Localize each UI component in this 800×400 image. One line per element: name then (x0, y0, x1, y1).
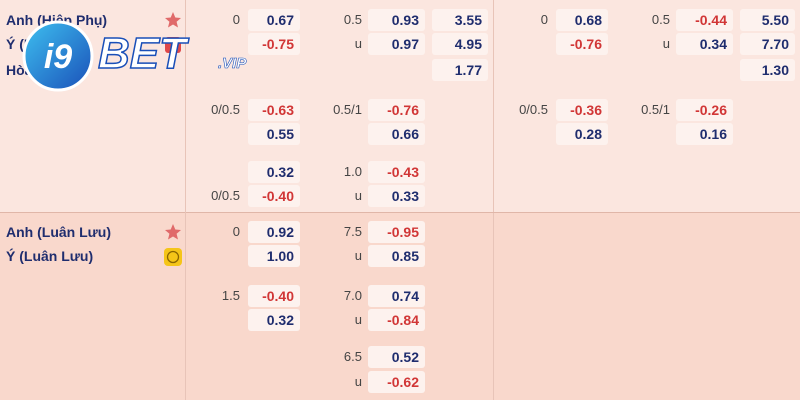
favorite-star[interactable] (164, 223, 182, 241)
odds-button[interactable]: 1.77 (432, 59, 488, 81)
line-label: u (354, 248, 362, 263)
odds-button[interactable]: 1.00 (248, 245, 300, 267)
line-label: 7.0 (343, 288, 362, 303)
odds-button[interactable]: 0.32 (248, 309, 300, 331)
odds-button[interactable]: 0.28 (556, 123, 608, 145)
odds-button[interactable]: 0.67 (248, 9, 300, 31)
odds-button[interactable]: 3.55 (432, 9, 488, 31)
odds-button[interactable]: 0.32 (248, 161, 300, 183)
divider (0, 212, 800, 213)
odds-button[interactable]: -0.76 (368, 99, 425, 121)
line-label: 0 (232, 12, 240, 27)
odds-button[interactable]: 0.92 (248, 221, 300, 243)
logo-suffix: .VIP (218, 55, 247, 72)
odds-button[interactable]: -0.95 (368, 221, 425, 243)
line-label: 0/0.5 (211, 102, 240, 117)
divider (185, 0, 186, 400)
line-label: 0.5/1 (333, 102, 362, 117)
line-label: 0/0.5 (211, 188, 240, 203)
favorite-star[interactable] (164, 11, 182, 29)
odds-button[interactable]: -0.63 (248, 99, 300, 121)
odds-button[interactable]: 1.30 (740, 59, 795, 81)
odds-button[interactable]: -0.26 (676, 99, 733, 121)
line-label: 1.0 (343, 164, 362, 179)
line-label: 0.5/1 (641, 102, 670, 117)
odds-button[interactable]: 0.97 (368, 33, 425, 55)
line-label: 6.5 (343, 349, 362, 364)
odds-button[interactable]: -0.40 (248, 285, 300, 307)
line-label: u (354, 36, 362, 51)
line-label: u (354, 188, 362, 203)
odds-button[interactable]: 0.16 (676, 123, 733, 145)
odds-button[interactable]: -0.75 (248, 33, 300, 55)
logo: i9 BET .VIP (22, 20, 248, 92)
line-label: u (354, 312, 362, 327)
odds-button[interactable]: 7.70 (740, 33, 795, 55)
line-label: 7.5 (343, 224, 362, 239)
team-name: Anh (Luân Lưu) (6, 224, 111, 240)
divider (493, 213, 494, 400)
line-label: 0.5 (651, 12, 670, 27)
odds-button[interactable]: 0.55 (248, 123, 300, 145)
line-label: u (662, 36, 670, 51)
team-name: Ý (Luân Lưu) (6, 248, 94, 264)
coin-icon[interactable] (164, 36, 182, 54)
line-label: 0.5 (343, 12, 362, 27)
odds-button[interactable]: 0.68 (556, 9, 608, 31)
odds-button[interactable]: 4.95 (432, 33, 488, 55)
odds-button[interactable]: -0.84 (368, 309, 425, 331)
odds-button[interactable]: -0.40 (248, 185, 300, 207)
odds-button[interactable]: -0.36 (556, 99, 608, 121)
line-label: 0 (540, 12, 548, 27)
divider (493, 0, 494, 212)
odds-button[interactable]: -0.62 (368, 371, 425, 393)
line-label: 0/0.5 (519, 102, 548, 117)
odds-button[interactable]: 0.74 (368, 285, 425, 307)
team-name: Anh (Hiệp Phụ) (6, 12, 108, 28)
odds-button[interactable]: -0.43 (368, 161, 425, 183)
line-label: u (354, 374, 362, 389)
line-label: 1.5 (221, 288, 240, 303)
odds-button[interactable]: -0.76 (556, 33, 608, 55)
odds-button[interactable]: 5.50 (740, 9, 795, 31)
coin-icon[interactable] (163, 247, 183, 267)
odds-button[interactable]: 0.85 (368, 245, 425, 267)
odds-button[interactable]: 0.52 (368, 346, 425, 368)
odds-button[interactable]: -0.44 (676, 9, 733, 31)
logo-name: BET (98, 29, 189, 78)
odds-button[interactable]: 0.33 (368, 185, 425, 207)
logo-badge (22, 20, 94, 92)
logo-prefix: i9 (44, 38, 72, 76)
odds-button[interactable]: 0.34 (676, 33, 733, 55)
odds-button[interactable]: 0.93 (368, 9, 425, 31)
odds-button[interactable]: 0.66 (368, 123, 425, 145)
line-label: 0 (232, 224, 240, 239)
